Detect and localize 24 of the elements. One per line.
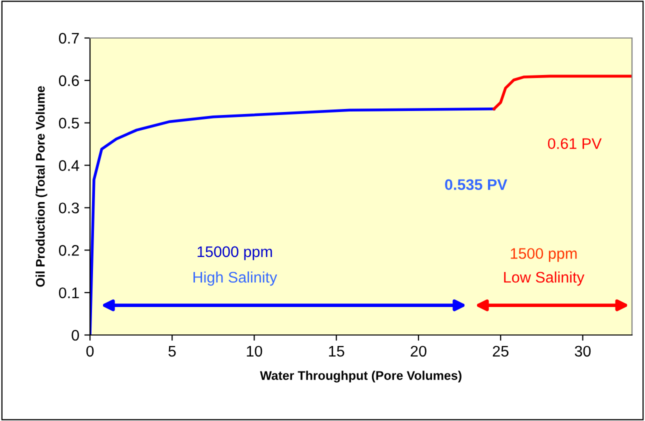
annotation: 1500 ppm: [510, 248, 577, 262]
x-tick-label: 10: [246, 346, 262, 357]
y-tick-label: 0.2: [58, 245, 79, 256]
x-axis-title: Water Throughput (Pore Volumes): [260, 370, 462, 382]
x-tick-label: 25: [492, 346, 508, 357]
y-axis-title: Oil Production (Total Pore Volume: [36, 86, 48, 287]
y-tick-label: 0.3: [58, 202, 79, 214]
annotation: 0.535 PV: [445, 179, 508, 190]
y-tick-label: 0.1: [58, 287, 79, 298]
x-tick-label: 5: [168, 346, 176, 357]
x-tick-label: 20: [410, 346, 426, 357]
y-tick-label: 0.4: [58, 160, 80, 171]
y-tick-label: 0.7: [58, 32, 79, 44]
y-tick-label: 0.6: [58, 75, 79, 86]
annotation: High Salinity: [194, 271, 278, 286]
annotation: 15000 ppm: [198, 246, 272, 260]
annotation: 0.61 PV: [548, 138, 602, 150]
y-tick-label: 0: [72, 330, 79, 341]
x-tick-label: 0: [86, 346, 94, 357]
annotation: Low Salinity: [504, 271, 584, 286]
line-series: [492, 74, 632, 110]
x-tick-label: 30: [574, 346, 591, 357]
x-tick-label: 15: [329, 346, 344, 357]
y-tick-label: 0.5: [58, 118, 79, 129]
